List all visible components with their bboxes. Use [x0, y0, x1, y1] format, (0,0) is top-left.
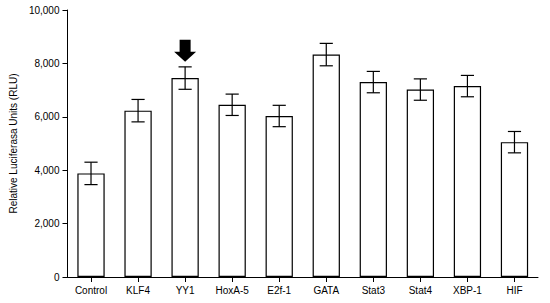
- svg-text:4,000: 4,000: [34, 165, 59, 176]
- svg-text:8,000: 8,000: [34, 58, 59, 69]
- svg-text:HIF: HIF: [506, 285, 522, 296]
- svg-text:2,000: 2,000: [34, 218, 59, 229]
- svg-text:6,000: 6,000: [34, 111, 59, 122]
- svg-text:GATA: GATA: [313, 285, 339, 296]
- svg-text:Relative Luciferasa Units (RLU: Relative Luciferasa Units (RLU): [8, 73, 19, 213]
- svg-text:KLF4: KLF4: [126, 285, 150, 296]
- svg-text:Stat4: Stat4: [409, 285, 433, 296]
- svg-text:E2f-1: E2f-1: [267, 285, 291, 296]
- svg-text:10,000: 10,000: [29, 5, 60, 16]
- svg-text:YY1: YY1: [176, 285, 195, 296]
- svg-text:Control: Control: [75, 285, 107, 296]
- svg-text:Stat3: Stat3: [362, 285, 386, 296]
- svg-text:0: 0: [54, 272, 60, 283]
- svg-text:XBP-1: XBP-1: [453, 285, 482, 296]
- svg-text:HoxA-5: HoxA-5: [215, 285, 249, 296]
